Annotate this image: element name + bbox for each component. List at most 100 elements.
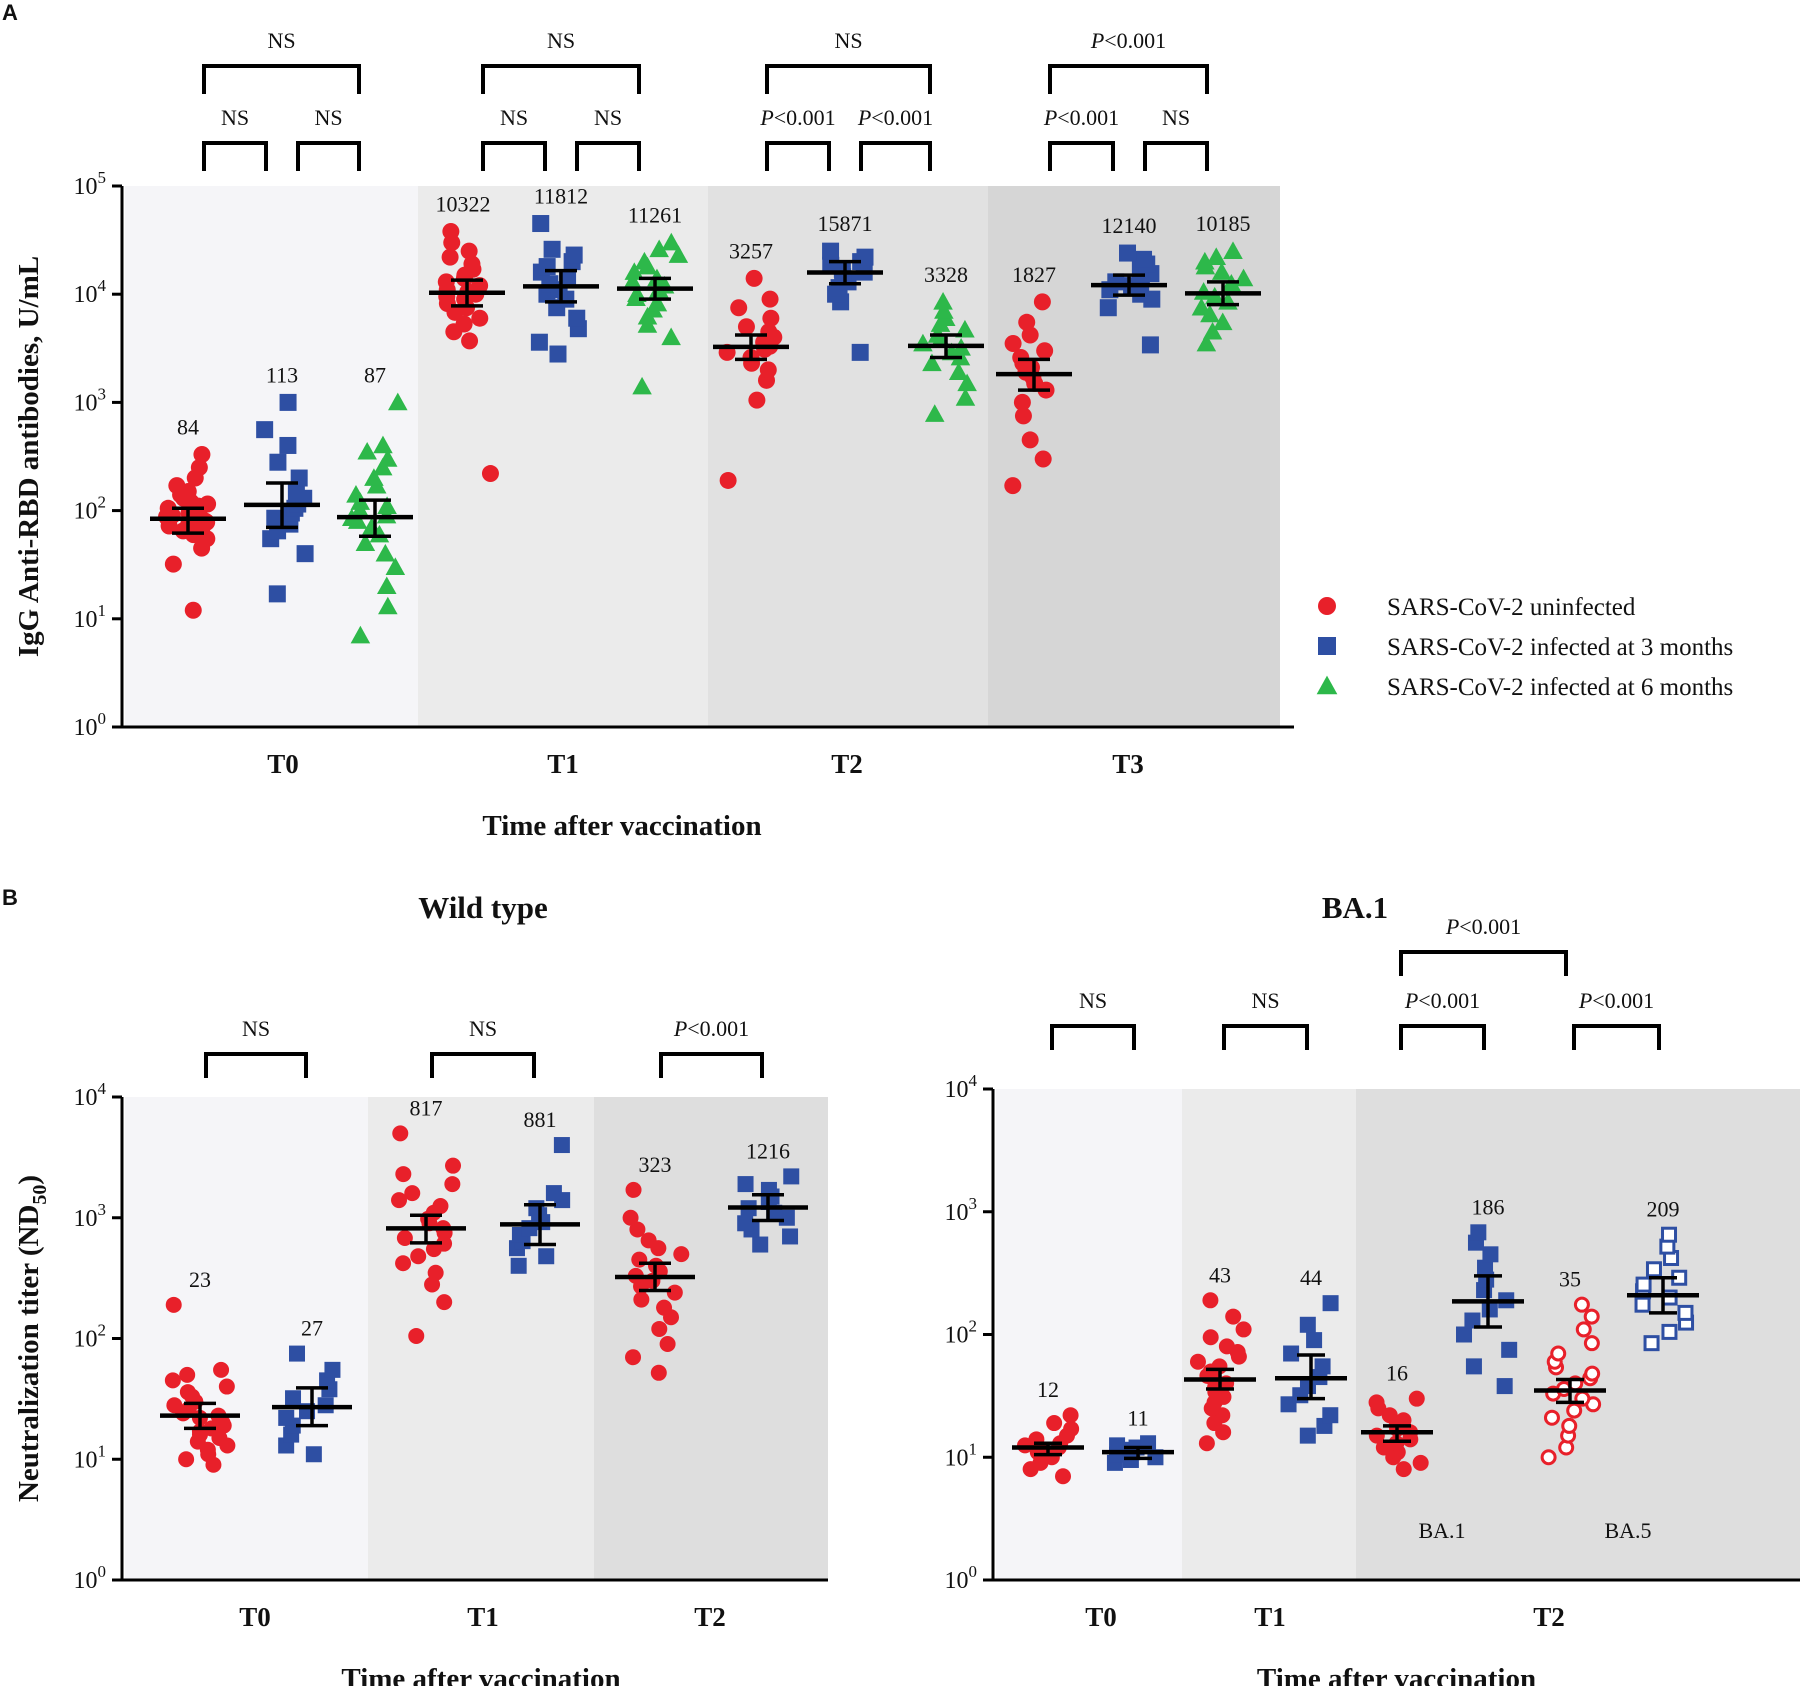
data-point bbox=[668, 245, 689, 263]
data-point bbox=[634, 251, 655, 270]
gmt-value-label: 12 bbox=[1037, 1377, 1059, 1402]
data-point bbox=[549, 345, 567, 363]
data-point bbox=[1036, 342, 1054, 360]
data-point bbox=[661, 327, 681, 346]
y-tick-exp: 1 bbox=[969, 1439, 978, 1458]
gmt-value-label: 209 bbox=[1647, 1197, 1680, 1222]
data-point bbox=[1575, 1321, 1592, 1338]
series-9: 1827 bbox=[996, 262, 1072, 495]
bracket-label-p: P bbox=[1404, 988, 1418, 1013]
bracket-label-rest: <0.001 bbox=[1104, 28, 1166, 53]
data-point bbox=[324, 1361, 341, 1378]
y-tick-base: 10 bbox=[74, 1327, 98, 1353]
data-point bbox=[1099, 299, 1117, 317]
data-point bbox=[1314, 1358, 1331, 1375]
bracket-label: NS bbox=[1162, 105, 1190, 130]
y-tick-base: 10 bbox=[74, 1568, 98, 1594]
data-point bbox=[737, 318, 755, 336]
data-point bbox=[436, 1294, 453, 1311]
bracket-line bbox=[575, 141, 641, 171]
data-point bbox=[1225, 1308, 1242, 1325]
data-point bbox=[1661, 1323, 1678, 1340]
data-point bbox=[1141, 336, 1159, 354]
data-point bbox=[441, 248, 459, 266]
bracket-label: NS bbox=[267, 28, 295, 53]
bracket-line bbox=[202, 64, 361, 94]
x-category-t2: T2 bbox=[831, 749, 863, 779]
data-point bbox=[461, 332, 479, 350]
data-point bbox=[924, 404, 945, 422]
gmt-value-label: 84 bbox=[177, 414, 199, 439]
data-point bbox=[625, 1349, 642, 1366]
data-point bbox=[762, 309, 780, 327]
data-point bbox=[1004, 335, 1022, 353]
data-point bbox=[279, 393, 297, 411]
series-4: 323 bbox=[615, 1152, 695, 1381]
y-tick-base: 10 bbox=[74, 174, 98, 200]
data-point bbox=[350, 625, 371, 644]
data-point bbox=[1470, 1224, 1487, 1241]
x-category-t1: T1 bbox=[467, 1602, 499, 1632]
y-axis-title: Neutralization titer (ND50) bbox=[13, 1175, 51, 1502]
legend-label: SARS-CoV-2 infected at 6 months bbox=[1387, 674, 1733, 701]
data-point bbox=[1235, 1321, 1252, 1338]
gmt-value-label: 15871 bbox=[818, 211, 873, 236]
bracket-label-p: P bbox=[857, 105, 871, 130]
data-point bbox=[1306, 1332, 1323, 1349]
data-point bbox=[1482, 1246, 1499, 1263]
data-point bbox=[408, 1327, 425, 1344]
data-point bbox=[445, 1157, 462, 1174]
significance-bracket: NS bbox=[296, 105, 361, 171]
gmt-value-label: 10185 bbox=[1196, 211, 1251, 236]
series-2: 817 bbox=[386, 1095, 466, 1344]
y-tick-label: 104 bbox=[74, 276, 107, 308]
y-tick-base: 10 bbox=[74, 499, 98, 525]
significance-bracket: NS bbox=[481, 105, 547, 171]
data-point bbox=[1212, 312, 1233, 331]
series-1: 27 bbox=[272, 1316, 352, 1463]
series-7: 209 bbox=[1627, 1197, 1699, 1352]
data-point bbox=[213, 1361, 230, 1378]
data-point bbox=[1196, 333, 1217, 352]
data-point bbox=[395, 1255, 412, 1272]
y-axis-title-sub: 50 bbox=[29, 1185, 51, 1205]
data-point bbox=[933, 292, 953, 310]
data-point bbox=[1583, 1335, 1600, 1352]
y-tick-exp: 3 bbox=[98, 384, 107, 403]
data-point bbox=[1677, 1304, 1694, 1321]
data-point bbox=[1645, 1261, 1662, 1278]
data-point bbox=[625, 1181, 642, 1198]
data-point bbox=[1202, 1292, 1219, 1309]
data-point bbox=[650, 1364, 667, 1381]
y-tick-base: 10 bbox=[74, 1085, 98, 1111]
data-point bbox=[377, 449, 398, 467]
data-point bbox=[851, 343, 869, 361]
x-category-t1: T1 bbox=[547, 749, 579, 779]
bracket-label-rest: <0.001 bbox=[1418, 988, 1480, 1013]
bracket-line bbox=[1399, 1024, 1486, 1050]
data-point bbox=[1456, 1326, 1473, 1343]
bracket-line bbox=[430, 1052, 536, 1078]
series-8: 3328 bbox=[908, 262, 984, 422]
data-point bbox=[1481, 1301, 1498, 1318]
data-point bbox=[1283, 1345, 1300, 1362]
data-point bbox=[395, 1166, 412, 1183]
bracket-label: P<0.001 bbox=[1578, 988, 1654, 1013]
bracket-label: P<0.001 bbox=[759, 105, 835, 130]
data-point bbox=[266, 509, 284, 527]
series-5: 11261 bbox=[617, 203, 693, 395]
x-axis-title: Time after vaccination bbox=[1257, 1663, 1536, 1686]
y-tick-base: 10 bbox=[945, 1077, 969, 1103]
legend-marker-triangle bbox=[1316, 675, 1338, 695]
y-tick-exp: 3 bbox=[969, 1194, 978, 1213]
gmt-value-label: 113 bbox=[266, 362, 298, 387]
bracket-label-rest: <0.001 bbox=[774, 105, 836, 130]
bracket-line bbox=[765, 64, 932, 94]
bracket-line bbox=[481, 141, 547, 171]
legend-marker-circle bbox=[1318, 597, 1336, 615]
y-tick-exp: 2 bbox=[98, 1321, 107, 1340]
x-category-t2: T2 bbox=[694, 1602, 726, 1632]
data-point bbox=[1202, 1329, 1219, 1346]
